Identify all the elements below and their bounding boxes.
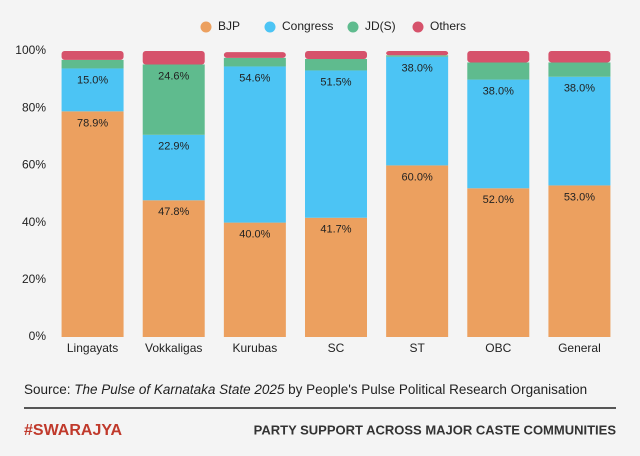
- bar-segment: [467, 188, 530, 337]
- legend-swatch: [347, 21, 359, 33]
- legend-label: BJP: [218, 19, 240, 33]
- bar-segment: [467, 62, 530, 80]
- bar-segment: [467, 51, 530, 63]
- source-title: The Pulse of Karnataka State 2025: [74, 382, 285, 397]
- value-label: 54.6%: [239, 72, 270, 84]
- bar-segment: [386, 55, 449, 57]
- bar-segment: [548, 51, 611, 63]
- bar-segment: [548, 76, 611, 186]
- bar-segment: [142, 64, 205, 135]
- bar-segment: [548, 185, 611, 337]
- bar-segment: [467, 79, 530, 189]
- value-label: 60.0%: [402, 171, 433, 183]
- bar-segment: [305, 51, 367, 60]
- legend-swatch: [264, 21, 276, 33]
- x-tick-label: OBC: [485, 341, 511, 355]
- value-label: 53.0%: [564, 191, 595, 203]
- legend-swatch: [412, 21, 424, 33]
- legend-swatch: [200, 21, 212, 33]
- bar-segment: [548, 62, 611, 77]
- x-tick-label: Kurubas: [233, 341, 278, 355]
- value-label: 40.0%: [239, 229, 270, 241]
- bar-segment: [305, 59, 367, 71]
- y-tick-label: 0%: [29, 329, 47, 343]
- value-label: 38.0%: [564, 83, 595, 95]
- bar-segment: [142, 134, 205, 201]
- y-tick-label: 80%: [22, 100, 46, 114]
- y-tick-label: 20%: [22, 272, 46, 286]
- bar-segment: [386, 165, 449, 337]
- legend-label: Congress: [282, 19, 333, 33]
- x-tick-label: ST: [409, 341, 425, 355]
- x-tick-label: Vokkaligas: [145, 341, 202, 355]
- value-label: 41.7%: [320, 224, 351, 236]
- value-label: 15.0%: [77, 74, 108, 86]
- y-tick-label: 60%: [22, 158, 46, 172]
- value-label: 38.0%: [402, 63, 433, 75]
- bar-segment: [142, 200, 205, 337]
- brand: #SWARAJYA: [24, 422, 123, 439]
- bar-segment: [61, 68, 124, 112]
- value-label: 38.0%: [483, 86, 514, 98]
- value-label: 78.9%: [77, 117, 108, 129]
- y-tick-label: 100%: [15, 43, 46, 57]
- y-tick-label: 40%: [22, 215, 46, 229]
- source-prefix: Source:: [24, 382, 74, 397]
- x-tick-label: Lingayats: [67, 341, 118, 355]
- bar-segment: [305, 217, 367, 337]
- value-label: 22.9%: [158, 141, 189, 153]
- value-label: 47.8%: [158, 206, 189, 218]
- bar-segment: [61, 51, 124, 60]
- bar-segment: [386, 51, 449, 56]
- legend-label: JD(S): [365, 19, 396, 33]
- x-tick-label: SC: [328, 341, 345, 355]
- legend-label: Others: [430, 19, 466, 33]
- source-suffix: by People's Pulse Political Research Org…: [284, 382, 587, 397]
- x-tick-label: General: [558, 341, 601, 355]
- bar-segment: [223, 222, 286, 337]
- bar-segment: [142, 51, 205, 65]
- bar-segment: [223, 52, 286, 58]
- bar-segment: [386, 56, 449, 166]
- bar-segment: [61, 111, 124, 337]
- source: Source: The Pulse of Karnataka State 202…: [24, 382, 587, 397]
- value-label: 24.6%: [158, 70, 189, 82]
- bar-segment: [223, 57, 286, 67]
- bar-segment: [61, 59, 124, 69]
- bar-segment: [223, 66, 286, 223]
- bar-segment: [305, 70, 367, 218]
- headline: PARTY SUPPORT ACROSS MAJOR CASTE COMMUNI…: [254, 422, 617, 437]
- value-label: 51.5%: [320, 76, 351, 88]
- value-label: 52.0%: [483, 194, 514, 206]
